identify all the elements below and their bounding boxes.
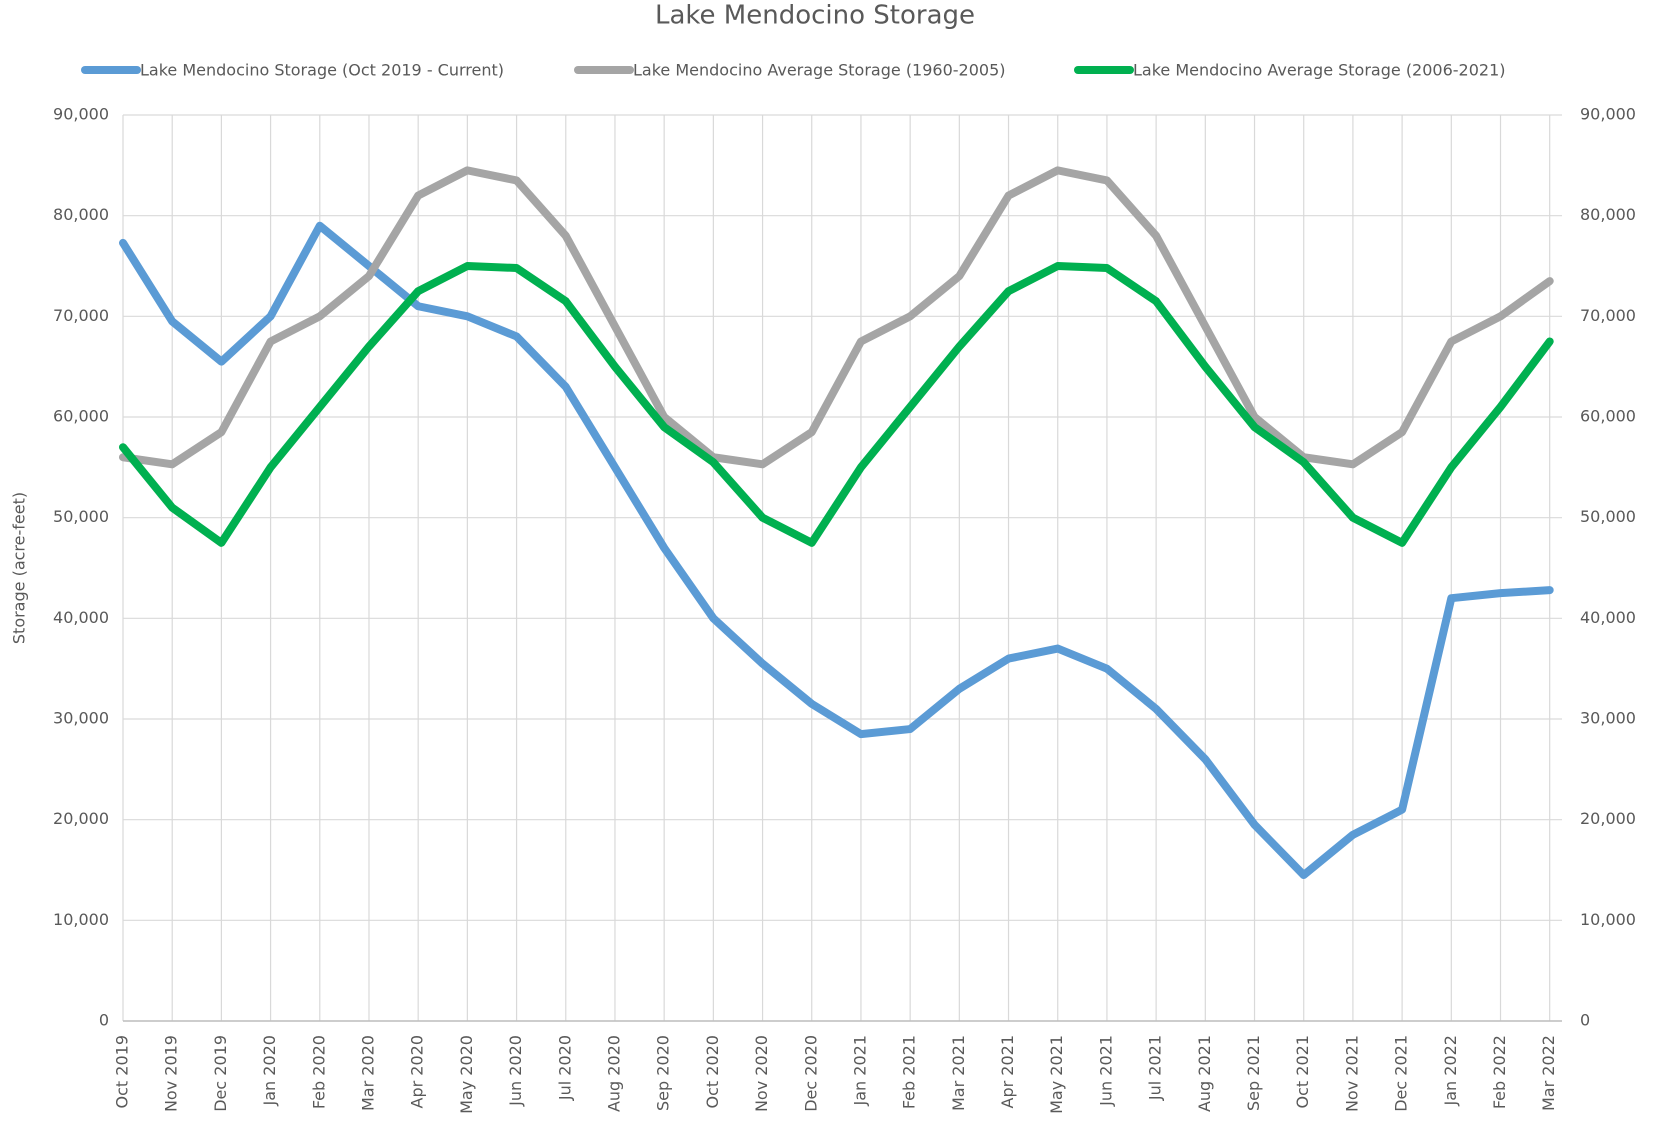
x-tick-label: Dec 2020 xyxy=(801,1035,820,1112)
x-tick-label: Dec 2019 xyxy=(211,1035,230,1112)
y-tick-label: 0 xyxy=(99,1011,109,1030)
x-tick-label: Jun 2020 xyxy=(506,1035,525,1107)
x-tick-label: Nov 2019 xyxy=(162,1035,181,1112)
y2-tick-label: 70,000 xyxy=(1580,306,1636,325)
x-tick-label: Aug 2021 xyxy=(1195,1035,1214,1112)
series-line xyxy=(119,166,1554,469)
x-tick-label: Dec 2021 xyxy=(1392,1035,1411,1112)
x-tick-label: Apr 2021 xyxy=(998,1035,1017,1108)
series-line xyxy=(119,262,1554,547)
x-tick-label: Jun 2021 xyxy=(1096,1035,1115,1107)
y-tick-label: 70,000 xyxy=(53,306,109,325)
x-tick-label: Feb 2021 xyxy=(900,1035,919,1109)
x-tick-label: May 2020 xyxy=(457,1035,476,1114)
x-tick-label: Feb 2022 xyxy=(1490,1035,1509,1109)
y-tick-label: 90,000 xyxy=(53,105,109,124)
x-tick-label: Mar 2020 xyxy=(358,1035,377,1111)
x-tick-label: Aug 2020 xyxy=(604,1035,623,1112)
y-tick-label: 40,000 xyxy=(53,608,109,627)
y2-tick-label: 60,000 xyxy=(1580,407,1636,426)
x-tick-label: Jul 2021 xyxy=(1146,1035,1165,1101)
x-tick-label: Oct 2021 xyxy=(1293,1035,1312,1108)
x-tick-label: Feb 2020 xyxy=(309,1035,328,1109)
x-tick-label: Sep 2021 xyxy=(1244,1035,1263,1111)
x-tick-label: Jan 2020 xyxy=(260,1035,279,1106)
x-tick-label: Sep 2020 xyxy=(654,1035,673,1111)
y2-tick-label: 50,000 xyxy=(1580,507,1636,526)
x-tick-label: May 2021 xyxy=(1047,1035,1066,1114)
x-tick-label: Oct 2019 xyxy=(113,1035,132,1108)
y2-tick-label: 10,000 xyxy=(1580,910,1636,929)
y2-tick-label: 0 xyxy=(1580,1011,1590,1030)
x-tick-label: Jul 2020 xyxy=(555,1035,574,1101)
y-tick-label: 80,000 xyxy=(53,205,109,224)
legend-label: Lake Mendocino Average Storage (2006-202… xyxy=(1133,61,1506,80)
legend-label: Lake Mendocino Storage (Oct 2019 - Curre… xyxy=(140,61,504,80)
y-tick-label: 20,000 xyxy=(53,809,109,828)
x-tick-label: Mar 2022 xyxy=(1539,1035,1558,1111)
y2-tick-label: 20,000 xyxy=(1580,809,1636,828)
x-tick-label: Apr 2020 xyxy=(408,1035,427,1108)
chart-title: Lake Mendocino Storage xyxy=(655,1,975,31)
y-tick-label: 60,000 xyxy=(53,407,109,426)
x-tick-label: Jan 2022 xyxy=(1441,1035,1460,1106)
y2-tick-label: 90,000 xyxy=(1580,105,1636,124)
x-tick-label: Nov 2021 xyxy=(1342,1035,1361,1112)
legend-label: Lake Mendocino Average Storage (1960-200… xyxy=(633,61,1006,80)
y2-tick-label: 30,000 xyxy=(1580,709,1636,728)
x-tick-label: Mar 2021 xyxy=(949,1035,968,1111)
x-tick-label: Oct 2020 xyxy=(703,1035,722,1108)
y2-tick-label: 80,000 xyxy=(1580,205,1636,224)
y-tick-label: 30,000 xyxy=(53,709,109,728)
y-tick-label: 50,000 xyxy=(53,507,109,526)
series-line xyxy=(119,221,1554,880)
x-tick-label: Nov 2020 xyxy=(752,1035,771,1112)
y-axis-label: Storage (acre-feet) xyxy=(10,492,29,644)
x-tick-label: Jan 2021 xyxy=(850,1035,869,1106)
y2-tick-label: 40,000 xyxy=(1580,608,1636,627)
y-tick-label: 10,000 xyxy=(53,910,109,929)
